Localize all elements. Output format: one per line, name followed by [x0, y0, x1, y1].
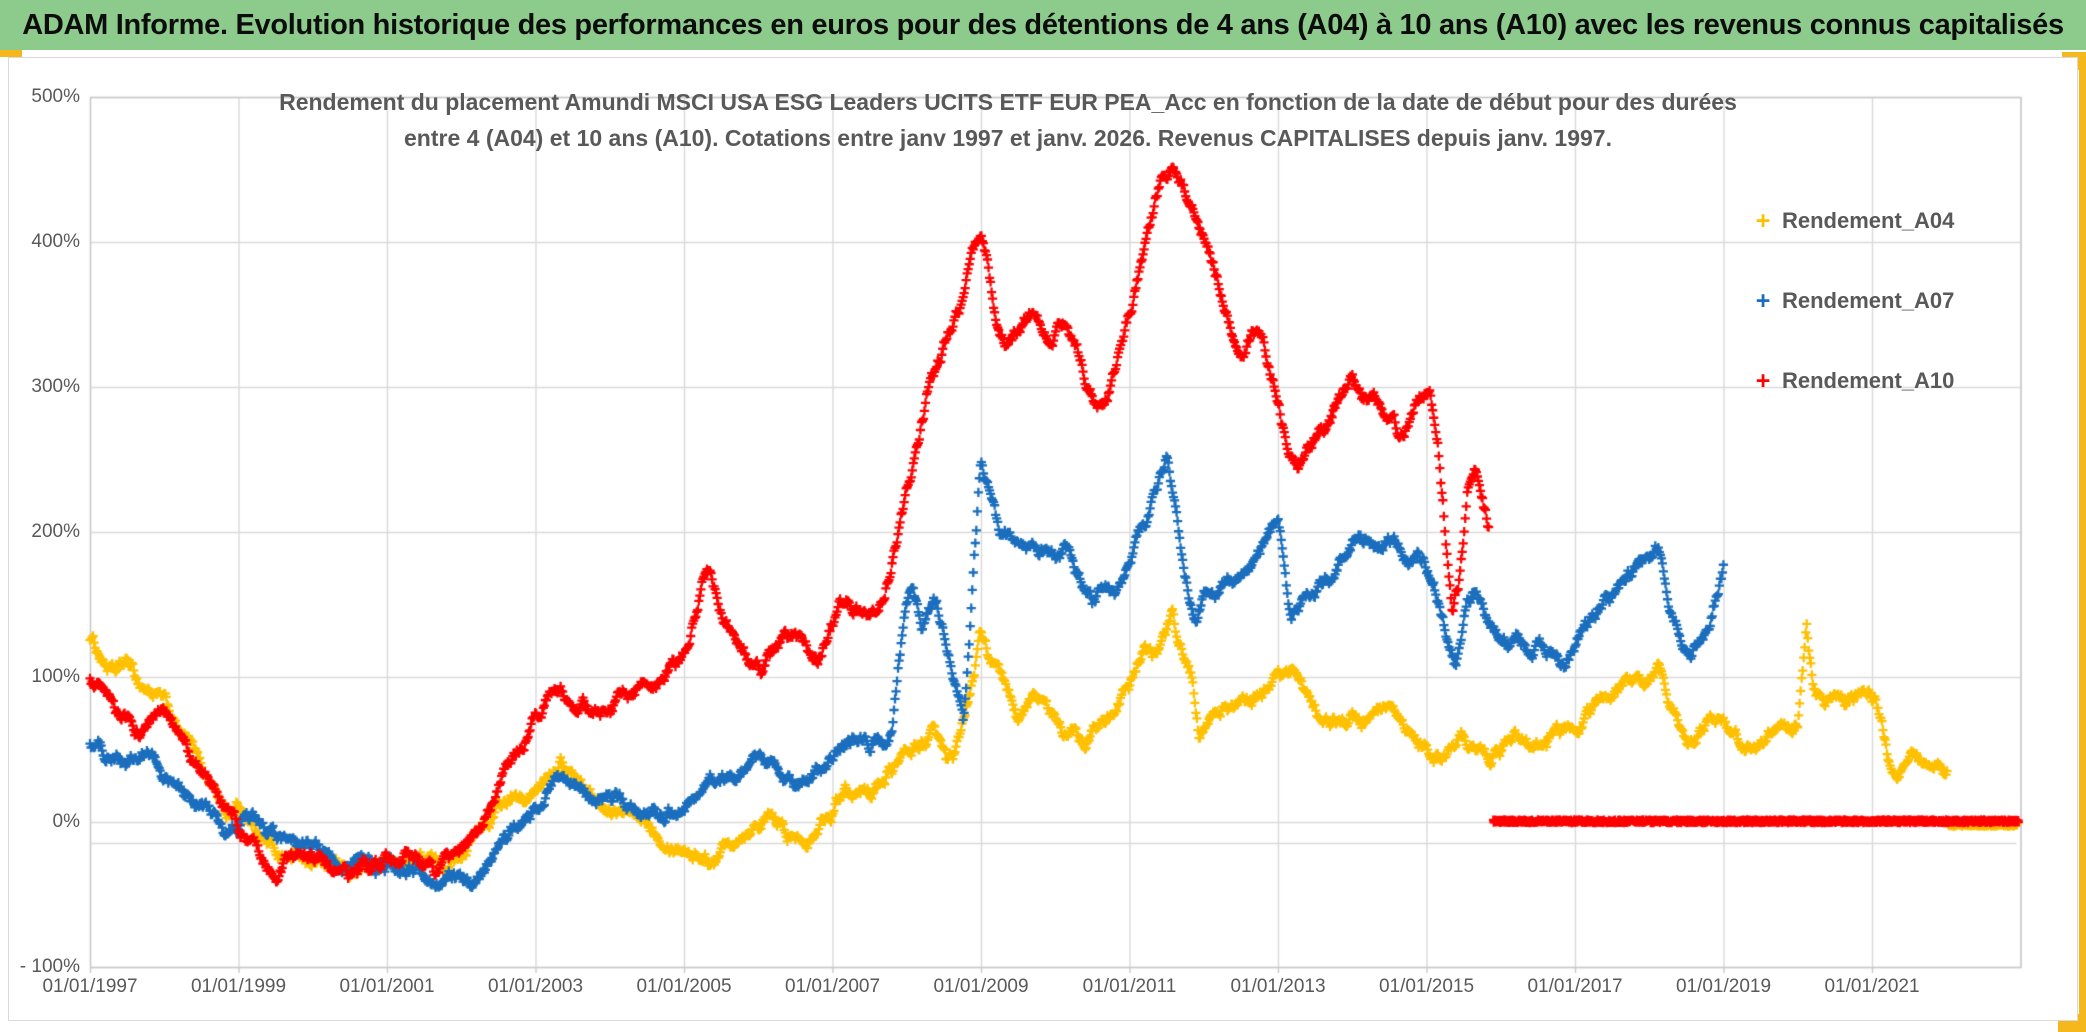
x-tick-label: 01/01/2005 — [636, 976, 732, 997]
chart-title-line2: entre 4 (A04) et 10 ans (A10). Cotations… — [404, 125, 1612, 151]
chart-title-line1: Rendement du placement Amundi MSCI USA E… — [279, 89, 1737, 115]
y-tick-label: 500% — [31, 86, 80, 107]
legend: + Rendement_A04 + Rendement_A07 + Rendem… — [1750, 204, 1955, 444]
x-tick-label: 01/01/2011 — [1082, 976, 1177, 997]
x-tick-label: 01/01/2013 — [1230, 976, 1326, 997]
y-tick-label: 300% — [31, 376, 80, 397]
y-tick-label: - 100% — [19, 956, 80, 977]
x-tick-label: 01/01/2001 — [339, 976, 435, 997]
x-tick-label: 01/01/2009 — [933, 976, 1029, 997]
y-tick-label: 100% — [31, 666, 80, 687]
plus-marker-icon: + — [1755, 287, 1771, 315]
y-tick-label: 400% — [31, 231, 80, 252]
legend-label: Rendement_A04 — [1782, 208, 1955, 233]
x-tick-label: 01/01/2017 — [1527, 976, 1623, 997]
chart-title: Rendement du placement Amundi MSCI USA E… — [258, 84, 1758, 156]
plus-marker-icon: + — [1755, 367, 1771, 395]
x-tick-label: 01/01/2015 — [1378, 976, 1475, 997]
plus-marker-icon: + — [1755, 207, 1771, 235]
legend-item-a04: + Rendement_A04 — [1750, 204, 1955, 238]
legend-item-a10: + Rendement_A10 — [1750, 364, 1955, 398]
legend-label: Rendement_A07 — [1782, 288, 1955, 313]
y-tick-label: 0% — [52, 811, 80, 832]
legend-item-a07: + Rendement_A07 — [1750, 284, 1955, 318]
x-tick-label: 01/01/1997 — [42, 976, 138, 997]
x-tick-label: 01/01/2007 — [784, 976, 881, 997]
x-tick-label: 01/01/2019 — [1675, 976, 1772, 997]
x-tick-label: 01/01/1999 — [190, 976, 287, 997]
x-tick-label: 01/01/2021 — [1824, 976, 1920, 997]
legend-label: Rendement_A10 — [1782, 368, 1955, 393]
x-tick-label: 01/01/2003 — [487, 976, 584, 997]
y-tick-label: 200% — [31, 521, 80, 542]
